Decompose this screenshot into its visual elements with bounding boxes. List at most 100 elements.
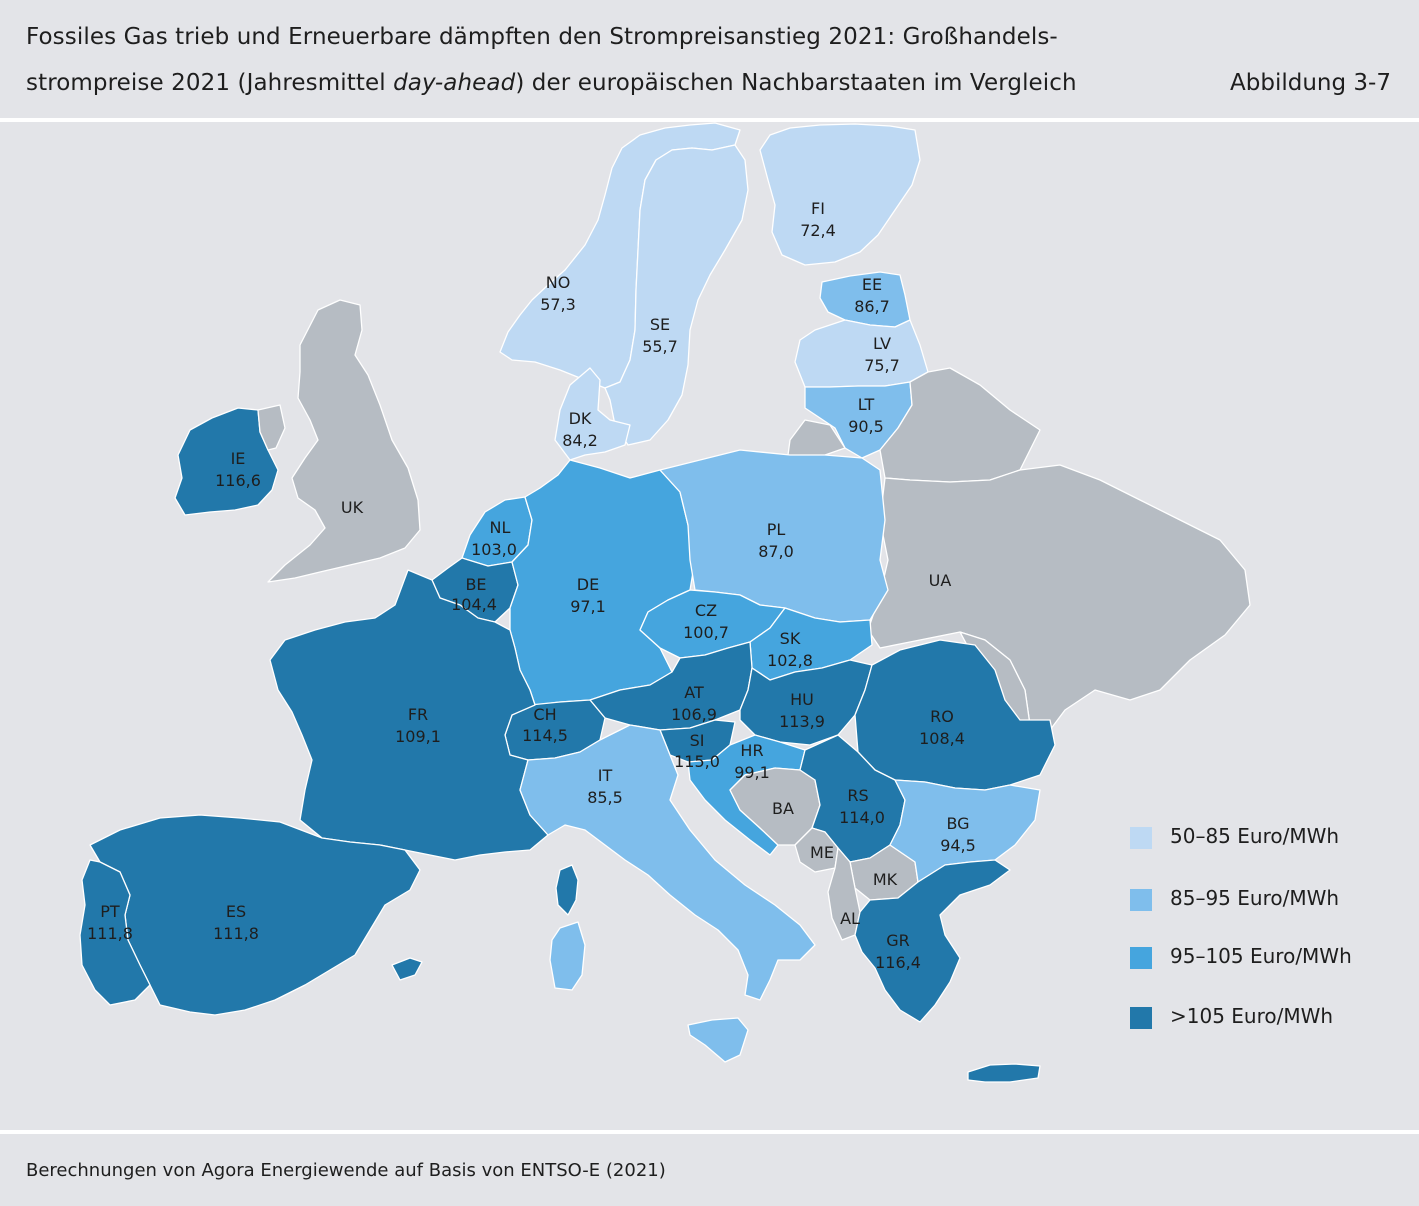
label-UK-code: UK — [341, 498, 364, 517]
label-SK-code: SK — [780, 629, 801, 648]
footer-divider — [0, 1130, 1419, 1134]
label-HR-value: 99,1 — [734, 763, 770, 782]
label-GR-code: GR — [886, 931, 910, 950]
country-IE[interactable] — [174, 407, 279, 516]
island-sardinia — [549, 921, 586, 991]
label-IT-code: IT — [598, 766, 613, 785]
legend-item-85-95: 85–95 Euro/MWh — [1130, 884, 1390, 914]
figure-header: Fossiles Gas trieb und Erneuerbare dämpf… — [0, 0, 1419, 118]
europe-price-map: NO 57,3 SE 55,7 FI 72,4 EE 86,7 LV 75,7 … — [79, 122, 1251, 1083]
label-BG-value: 94,5 — [940, 836, 976, 855]
header-divider — [0, 118, 1419, 122]
label-LV-value: 75,7 — [864, 356, 900, 375]
label-FI-value: 72,4 — [800, 221, 836, 240]
label-DK-value: 84,2 — [562, 431, 598, 450]
label-BE-value: 104,4 — [451, 595, 497, 614]
label-FR-code: FR — [408, 705, 428, 724]
label-LV-code: LV — [873, 334, 891, 353]
label-DE-code: DE — [577, 575, 599, 594]
island-corsica — [555, 864, 579, 916]
label-SE-value: 55,7 — [642, 337, 678, 356]
country-PT[interactable] — [79, 859, 151, 1006]
label-RS-value: 114,0 — [839, 808, 885, 827]
label-LT-code: LT — [858, 395, 875, 414]
label-CZ-code: CZ — [695, 601, 717, 620]
label-EE-value: 86,7 — [854, 297, 890, 316]
label-CH-code: CH — [533, 705, 556, 724]
country-UA[interactable] — [867, 464, 1251, 731]
island-crete — [967, 1063, 1041, 1083]
label-FR-value: 109,1 — [395, 727, 441, 746]
label-DE-value: 97,1 — [570, 597, 606, 616]
label-AL-code: AL — [840, 909, 860, 928]
legend-swatch — [1130, 827, 1152, 849]
label-HR-code: HR — [740, 741, 763, 760]
legend-item-over-105: >105 Euro/MWh — [1130, 1002, 1390, 1032]
label-SI-value: 115,0 — [674, 752, 720, 771]
label-SI-code: SI — [690, 731, 705, 750]
source-note: Berechnungen von Agora Energiewende auf … — [26, 1160, 666, 1181]
label-RS-code: RS — [847, 786, 868, 805]
country-IT[interactable] — [519, 724, 816, 1001]
figure-number: Abbildung 3-7 — [1230, 70, 1391, 96]
legend-label: 85–95 Euro/MWh — [1170, 886, 1340, 910]
label-NL-value: 103,0 — [471, 540, 517, 559]
label-UA-code: UA — [929, 571, 952, 590]
label-EE-code: EE — [862, 275, 882, 294]
label-SE-code: SE — [650, 315, 670, 334]
label-HU-value: 113,9 — [779, 712, 825, 731]
country-DK[interactable] — [554, 367, 631, 461]
label-IE-code: IE — [231, 449, 246, 468]
label-MK-code: MK — [873, 870, 898, 889]
country-SE[interactable] — [604, 144, 749, 446]
label-ES-code: ES — [226, 902, 246, 921]
label-BG-code: BG — [946, 814, 969, 833]
island-sicily — [687, 1017, 749, 1063]
label-PL-value: 87,0 — [758, 542, 794, 561]
country-GR[interactable] — [854, 859, 1011, 1023]
label-NL-code: NL — [490, 518, 511, 537]
country-FI[interactable] — [759, 123, 921, 266]
label-DK-code: DK — [569, 409, 592, 428]
label-LT-value: 90,5 — [848, 417, 884, 436]
country-UK[interactable] — [267, 299, 421, 583]
country-DE[interactable] — [509, 459, 696, 706]
label-PT-code: PT — [100, 902, 120, 921]
label-PT-value: 111,8 — [87, 924, 133, 943]
label-RO-code: RO — [930, 707, 954, 726]
figure-title-line-1: Fossiles Gas trieb und Erneuerbare dämpf… — [26, 24, 1058, 50]
legend-swatch — [1130, 947, 1152, 969]
legend-label: 95–105 Euro/MWh — [1170, 944, 1352, 968]
label-IT-value: 85,5 — [587, 788, 623, 807]
label-ES-value: 111,8 — [213, 924, 259, 943]
legend-swatch — [1130, 1007, 1152, 1029]
label-NO-value: 57,3 — [540, 295, 576, 314]
label-AT-code: AT — [684, 683, 704, 702]
country-no-data-northern-ireland — [257, 404, 286, 451]
country-LV[interactable] — [794, 319, 929, 388]
legend-label: 50–85 Euro/MWh — [1170, 824, 1340, 848]
label-IE-value: 116,6 — [215, 471, 261, 490]
label-RO-value: 108,4 — [919, 729, 965, 748]
legend-item-95-105: 95–105 Euro/MWh — [1130, 942, 1390, 972]
label-HU-code: HU — [790, 690, 814, 709]
island-balearics — [391, 957, 423, 981]
label-CH-value: 114,5 — [522, 726, 568, 745]
label-FI-code: FI — [811, 199, 825, 218]
label-AT-value: 106,9 — [671, 705, 717, 724]
title-text-b: ) der europäischen Nachbarstaaten im Ver… — [515, 70, 1077, 96]
title-text-a: strompreise 2021 (Jahresmittel — [26, 70, 394, 96]
label-GR-value: 116,4 — [875, 953, 921, 972]
label-ME-code: ME — [810, 843, 834, 862]
legend-item-50-85: 50–85 Euro/MWh — [1130, 822, 1390, 852]
label-NO-code: NO — [546, 273, 571, 292]
legend-swatch — [1130, 889, 1152, 911]
label-BE-code: BE — [465, 575, 486, 594]
label-PL-code: PL — [767, 520, 786, 539]
label-CZ-value: 100,7 — [683, 623, 729, 642]
label-SK-value: 102,8 — [767, 651, 813, 670]
title-text-emphasis: day-ahead — [393, 70, 516, 96]
country-FR[interactable] — [269, 569, 549, 861]
figure-title-line-2: strompreise 2021 (Jahresmittel day-ahead… — [26, 70, 1077, 96]
legend-label: >105 Euro/MWh — [1170, 1004, 1334, 1028]
